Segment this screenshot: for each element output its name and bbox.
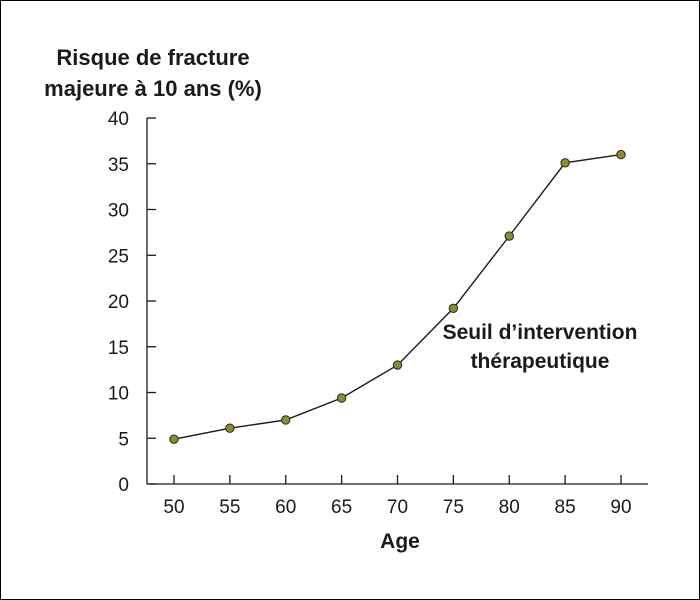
y-tick-label: 0 xyxy=(118,475,129,496)
y-axis-title-line-1: Risque de fracture xyxy=(56,45,250,70)
x-tick-label: 80 xyxy=(499,497,520,518)
axes xyxy=(146,117,648,485)
series-line xyxy=(173,153,622,440)
data-point xyxy=(392,360,403,370)
data-point xyxy=(225,423,235,433)
data-point xyxy=(448,303,459,314)
y-tick-label: 30 xyxy=(108,201,129,222)
data-point xyxy=(336,393,347,403)
x-tick-label: 60 xyxy=(275,497,296,518)
x-tick-label: 75 xyxy=(443,497,464,518)
x-tick-label: 50 xyxy=(163,497,184,518)
y-tick-label: 35 xyxy=(108,155,129,176)
data-point xyxy=(560,158,570,168)
x-axis-title: Age xyxy=(380,530,420,553)
annotation-line-1: Seuil d’intervention xyxy=(442,321,638,344)
annotation-line-2: thérapeutique xyxy=(470,350,610,373)
x-tick-label: 65 xyxy=(331,497,352,518)
y-tick-label: 40 xyxy=(108,109,129,130)
y-tick-label: 15 xyxy=(108,338,129,359)
y-axis-title: Risque de fracture majeure à 10 ans (%) xyxy=(18,42,288,104)
y-axis-title-line-2: majeure à 10 ans (%) xyxy=(44,76,262,101)
y-tick-label: 5 xyxy=(118,429,129,450)
y-tick-label: 10 xyxy=(108,384,129,405)
x-tick-label: 70 xyxy=(387,497,408,518)
x-tick-label: 90 xyxy=(610,497,631,518)
data-point xyxy=(504,231,514,241)
threshold-annotation: Seuil d’intervention thérapeutique xyxy=(425,318,655,376)
series xyxy=(169,149,626,444)
data-point xyxy=(281,415,291,425)
data-point xyxy=(616,149,626,160)
x-tick-label: 85 xyxy=(555,497,576,518)
tick-labels: 0 5 10 15 20 25 30 35 40 50 55 60 65 70 75 80 85 90 xyxy=(108,109,632,518)
data-point xyxy=(169,434,179,444)
x-tick-label: 55 xyxy=(219,497,240,518)
y-tick-label: 20 xyxy=(108,292,129,313)
y-tick-label: 25 xyxy=(108,246,129,267)
